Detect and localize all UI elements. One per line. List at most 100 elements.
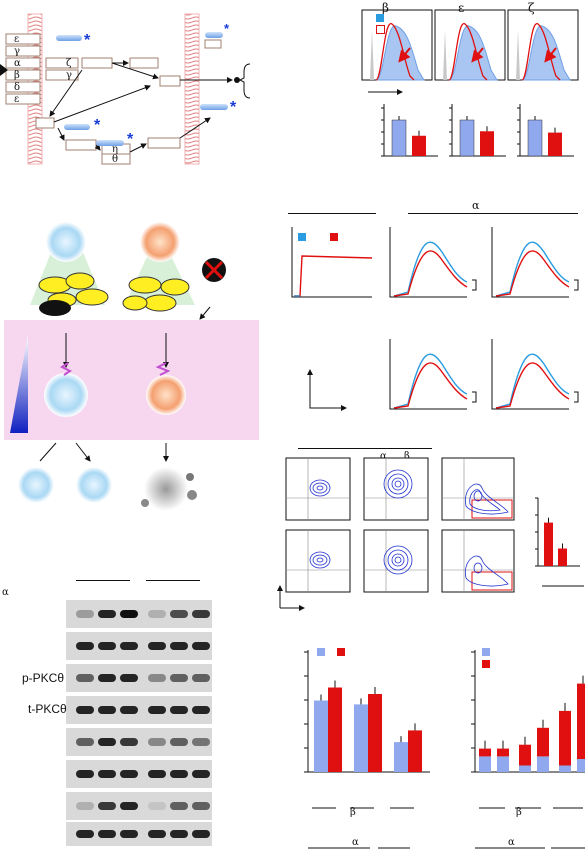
- blot-row: [66, 600, 212, 628]
- blot-band: [76, 802, 94, 810]
- star-2: *: [94, 117, 101, 134]
- br-bar-red: [537, 727, 549, 757]
- western-label-t-pkc: t-PKCθ: [28, 702, 67, 716]
- blot-band: [148, 610, 166, 618]
- br-legend-red: [482, 660, 490, 668]
- bl-xlabel-bottom: α: [352, 837, 359, 848]
- bl-bar-red: [328, 687, 342, 772]
- star-4: *: [230, 99, 237, 116]
- blot-band: [148, 706, 166, 714]
- bl-bar-red: [408, 730, 422, 772]
- flow-svg: [277, 457, 515, 611]
- br-bar-blue: [497, 756, 509, 772]
- br-legend-blue: [482, 648, 490, 656]
- hist-title-beta: β: [382, 1, 389, 15]
- cartoon-svg: [4, 222, 259, 511]
- blot-band: [76, 610, 94, 618]
- calcium-legend-red: [330, 233, 338, 241]
- bar-top-red: [480, 131, 494, 156]
- blot-band: [192, 610, 210, 618]
- br-xlabel-mid: β: [516, 807, 522, 818]
- blot-band: [120, 738, 138, 746]
- br-bar-red: [479, 748, 491, 757]
- blot-band: [192, 674, 210, 682]
- greek-theta: θ: [112, 154, 119, 165]
- greek-alpha: α: [14, 58, 21, 69]
- br-xlabel-bottom: α: [508, 837, 515, 848]
- blot-band: [120, 674, 138, 682]
- blot-band: [170, 738, 188, 746]
- western-label-p-pkc: p-PKCθ: [22, 671, 65, 685]
- bar-top-blue: [527, 119, 543, 157]
- star-3: *: [127, 131, 134, 148]
- blot-row: [66, 664, 212, 692]
- blot-row: [66, 728, 212, 756]
- bl-legend-blue: [317, 648, 325, 656]
- blot-band: [120, 610, 138, 618]
- bl-bar-blue: [394, 742, 408, 772]
- blot-band: [192, 830, 210, 838]
- br-bar-red: [519, 744, 531, 766]
- small-bar: [544, 522, 553, 566]
- blot-band: [148, 738, 166, 746]
- blot-band: [192, 770, 210, 778]
- star-1: *: [84, 32, 91, 49]
- blot-band: [148, 674, 166, 682]
- blot-band: [170, 706, 188, 714]
- bl-bar-blue: [314, 700, 328, 772]
- blot-band: [192, 738, 210, 746]
- blot-band: [98, 674, 116, 682]
- blot-row: [66, 632, 212, 660]
- blot-band: [170, 770, 188, 778]
- flow-header-alpha: α: [380, 451, 387, 462]
- blot-band: [98, 802, 116, 810]
- blot-band: [192, 802, 210, 810]
- blot-band: [98, 738, 116, 746]
- blot-band: [76, 738, 94, 746]
- blot-band: [76, 770, 94, 778]
- western-header-line-2: [146, 580, 200, 581]
- legend-blue-square: [376, 14, 384, 22]
- blot-band: [148, 802, 166, 810]
- bl-legend-red: [337, 648, 345, 656]
- bl-xlabel-mid: β: [350, 807, 356, 818]
- hist-title-eps: ε: [458, 1, 465, 15]
- blot-row: [66, 792, 212, 820]
- pathway-svg: [0, 13, 251, 165]
- star-5: *: [224, 21, 230, 36]
- greek-eps2: ε: [14, 94, 20, 105]
- blot-band: [148, 770, 166, 778]
- br-bar-blue: [559, 765, 571, 772]
- legend-red-square: [376, 25, 385, 34]
- blot-band: [120, 830, 138, 838]
- greek-beta: β: [14, 70, 20, 81]
- blot-band: [120, 706, 138, 714]
- br-bar-blue: [537, 756, 549, 772]
- small-bar-svg: [535, 497, 584, 587]
- blot-band: [98, 706, 116, 714]
- br-bar-blue: [479, 756, 491, 772]
- blot-band: [98, 770, 116, 778]
- blot-band: [170, 830, 188, 838]
- hist-title-zeta: ζ: [528, 1, 535, 15]
- br-bar-red: [577, 683, 585, 759]
- bar-top-blue: [391, 119, 407, 157]
- br-bar-red: [559, 710, 571, 766]
- blot-band: [120, 802, 138, 810]
- blot-band: [148, 642, 166, 650]
- flow-header-beta: β: [404, 451, 410, 462]
- histograms-svg: [361, 10, 582, 95]
- blot-band: [170, 642, 188, 650]
- small-bar: [558, 548, 567, 566]
- calcium-svg: [291, 226, 579, 411]
- blot-band: [170, 610, 188, 618]
- greek-eta: η: [112, 144, 118, 155]
- bars-top-svg: [381, 104, 574, 157]
- bottom-right-bars: [471, 650, 585, 849]
- blot-band: [170, 674, 188, 682]
- blot-band: [192, 706, 210, 714]
- calcium-legend-blue: [298, 233, 306, 241]
- blot-band: [170, 802, 188, 810]
- bl-bar-red: [368, 694, 382, 772]
- calcium-header-line-left: [288, 213, 376, 214]
